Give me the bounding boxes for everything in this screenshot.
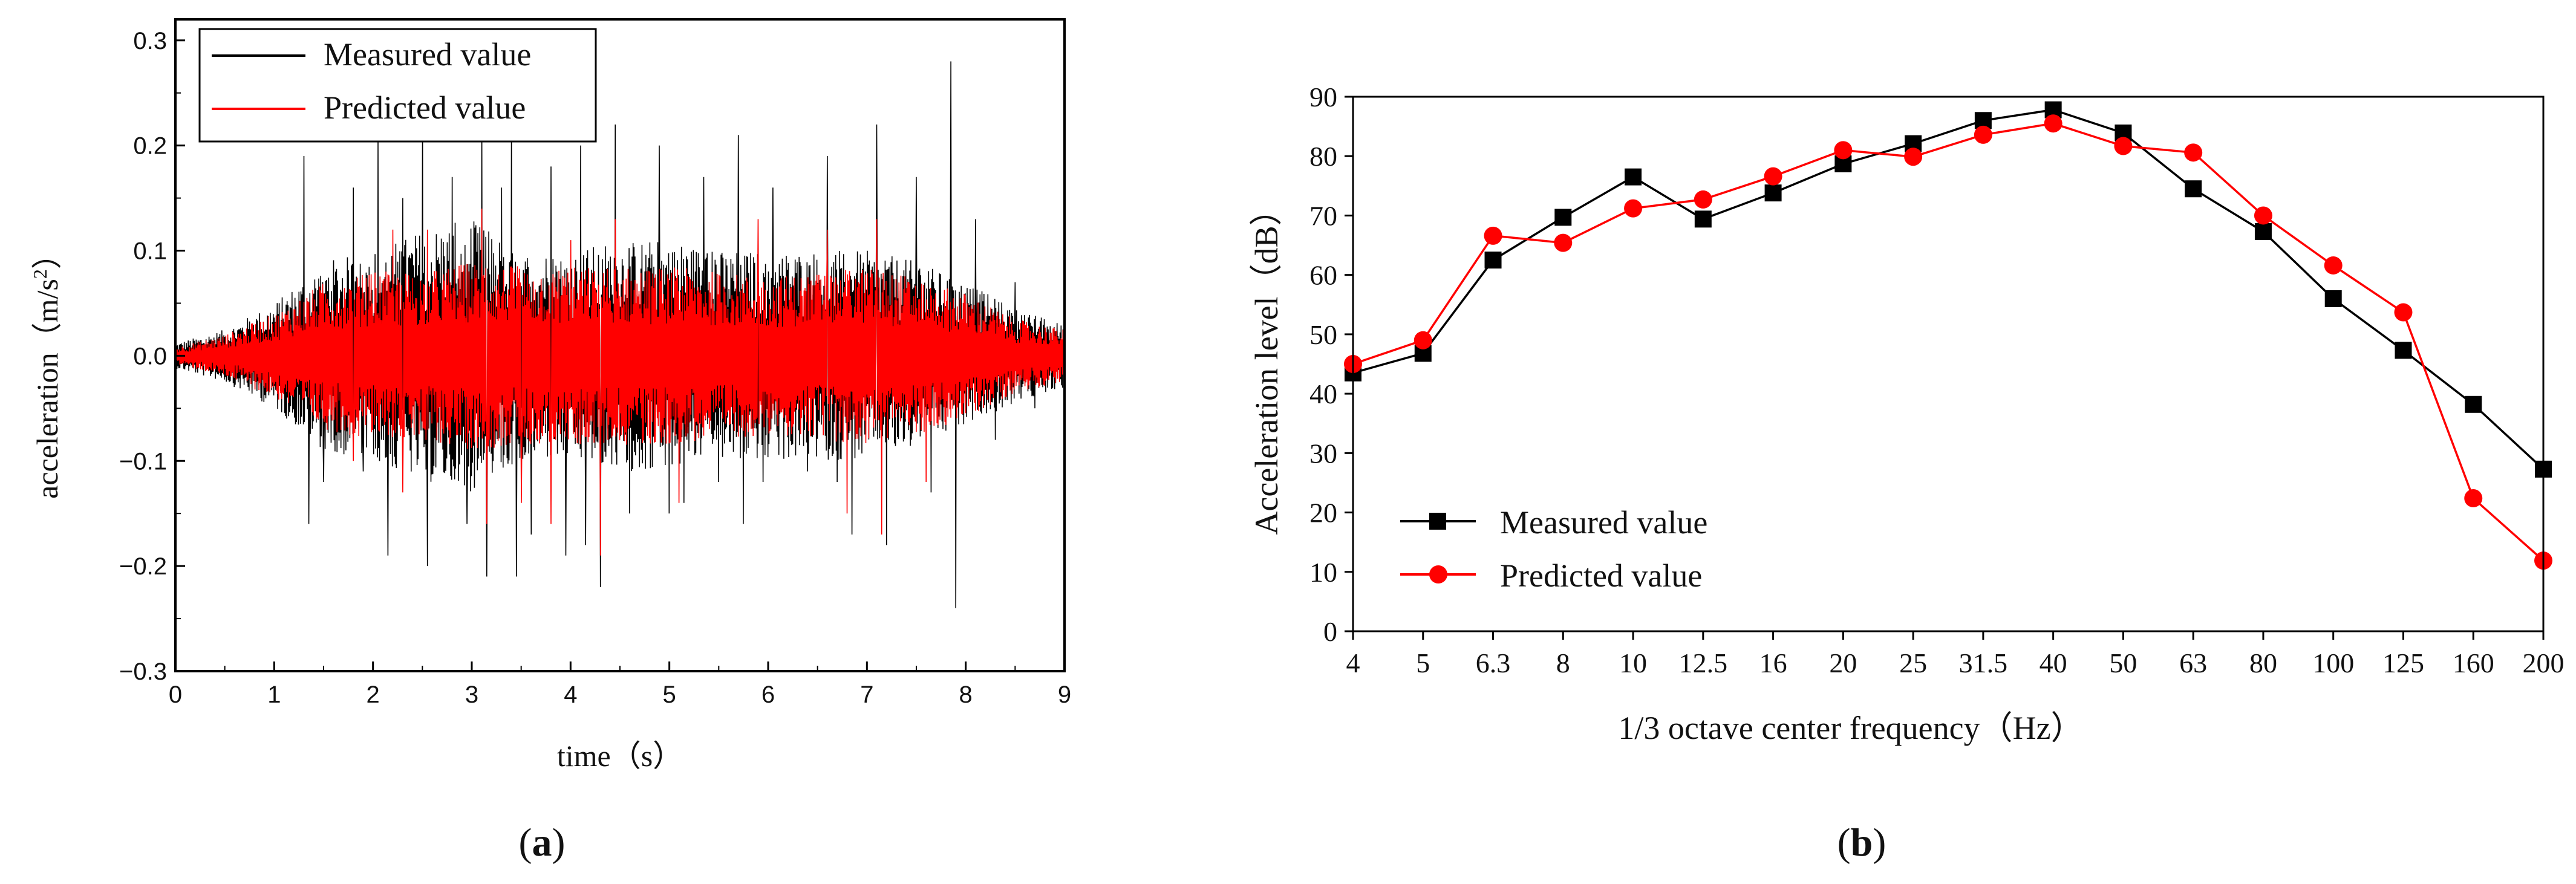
panel-b-point-measured xyxy=(1554,209,1572,226)
panel-b-point-predicted xyxy=(1624,199,1643,218)
panel-b-x-tick-label: 80 xyxy=(2249,648,2277,678)
panel-b-y-tick-label: 20 xyxy=(1309,498,1337,528)
panel-b-point-predicted xyxy=(2044,114,2062,133)
panel-a-caption: (a) xyxy=(519,821,566,865)
panel-a-x-axis-label: time（s） xyxy=(557,739,683,773)
panel-b-legend-label-predicted: Predicted value xyxy=(1500,557,1702,594)
panel-b-point-predicted xyxy=(1834,141,1853,160)
panel-b-x-tick-label: 8 xyxy=(1556,648,1570,678)
panel-b-y-axis-label: Acceleration level（dB） xyxy=(1248,193,1285,535)
panel-b-x-tick-label: 200 xyxy=(2523,648,2565,678)
panel-b-point-predicted xyxy=(1974,125,1992,144)
panel-b-point-measured xyxy=(2185,180,2202,198)
panel-b-point-measured xyxy=(2465,395,2482,413)
panel-b-point-measured xyxy=(2324,290,2342,307)
panel-b-x-tick-label: 25 xyxy=(1899,648,1927,678)
panel-b-point-predicted xyxy=(2464,489,2483,507)
panel-a-x-tick-label: 1 xyxy=(267,681,281,708)
panel-b-legend-marker-measured xyxy=(1429,513,1446,530)
panel-b-x-tick-label: 5 xyxy=(1416,648,1430,678)
panel-b-x-tick-label: 10 xyxy=(1619,648,1647,678)
panel-b-point-measured xyxy=(2395,342,2412,359)
panel-b-series-line-measured xyxy=(1352,108,2545,470)
panel-a-x-tick-label: 9 xyxy=(1058,681,1071,708)
panel-b-y-tick-label: 70 xyxy=(1309,200,1337,231)
panel-b-y-tick-label: 50 xyxy=(1309,319,1337,350)
panel-a-x-tick-label: 8 xyxy=(959,681,973,708)
panel-b-x-tick-label: 100 xyxy=(2312,648,2354,678)
panel-a: 0 1 2 3 4 5 6 7 8 9 −0.3 −0.2 −0.1 0.0 0.1 0.2 0.3 Measu… xyxy=(29,18,1071,865)
panel-a-traces xyxy=(175,61,1065,608)
panel-b-series-line-predicted xyxy=(1352,122,2545,562)
panel-b-frame xyxy=(1352,96,2545,632)
panel-b-y-tick-label: 10 xyxy=(1309,557,1337,588)
panel-b-point-predicted xyxy=(1484,226,1502,245)
panel-a-y-tick-label: 0.1 xyxy=(133,238,167,265)
panel-a-y-tick-label: −0.1 xyxy=(119,448,167,475)
panel-b-x-tick-label: 40 xyxy=(2040,648,2067,678)
panel-b-x-tick-label: 160 xyxy=(2453,648,2494,678)
panel-b-x-tick-label: 16 xyxy=(1759,648,1787,678)
panel-b-point-predicted xyxy=(1764,167,1782,186)
panel-b-caption: (b) xyxy=(1837,821,1886,865)
panel-b-point-predicted xyxy=(1694,190,1712,209)
panel-b-x-tick-label: 50 xyxy=(2109,648,2137,678)
panel-b-point-predicted xyxy=(1554,233,1573,252)
panel-b-x-tick-label: 6.3 xyxy=(1476,648,1511,678)
panel-b-x-axis-label: 1/3 octave center frequency（Hz） xyxy=(1618,710,2083,746)
panel-b-point-predicted xyxy=(2394,303,2413,322)
panel-a-x-tick-label: 0 xyxy=(169,681,182,708)
panel-a-x-tick-label: 6 xyxy=(761,681,775,708)
panel-b-y-tick-label: 90 xyxy=(1309,82,1337,112)
panel-b-point-predicted xyxy=(2324,256,2343,275)
panel-b-legend-label-measured: Measured value xyxy=(1500,504,1707,541)
panel-b-point-predicted xyxy=(2184,143,2203,162)
panel-b-legend: Measured value Predicted value xyxy=(1400,504,1707,594)
panel-b-ticks: 4 5 6.3 8 10 12.5 16 20 25 31.5 40 50 63 80 100 125 160 2… xyxy=(1309,82,2565,678)
panel-b-point-predicted xyxy=(1904,148,1923,166)
panel-a-y-tick-label: −0.2 xyxy=(119,553,167,580)
panel-a-y-tick-label: −0.3 xyxy=(119,658,167,685)
panel-b: 4 5 6.3 8 10 12.5 16 20 25 31.5 40 50 63 80 100 125 160 2… xyxy=(1248,82,2565,865)
panel-b-y-tick-label: 30 xyxy=(1309,438,1337,469)
panel-b-x-tick-label: 125 xyxy=(2382,648,2424,678)
panel-a-series-predicted xyxy=(175,208,1065,556)
panel-b-y-tick-label: 0 xyxy=(1323,616,1337,647)
panel-a-legend: Measured value Predicted value xyxy=(198,28,597,143)
panel-a-x-tick-label: 2 xyxy=(367,681,380,708)
panel-b-plot-area: 4 5 6.3 8 10 12.5 16 20 25 31.5 40 50 63 80 100 125 160 2… xyxy=(1309,82,2565,678)
panel-b-x-tick-label: 12.5 xyxy=(1679,648,1728,678)
panel-a-y-tick-label: 0.0 xyxy=(133,343,167,369)
panel-a-x-tick-label: 3 xyxy=(465,681,478,708)
panel-b-legend-marker-predicted xyxy=(1429,565,1447,583)
panel-b-x-tick-label: 20 xyxy=(1829,648,1857,678)
panel-b-x-tick-label: 63 xyxy=(2179,648,2207,678)
panel-b-x-tick-label: 4 xyxy=(1346,648,1360,678)
panel-b-y-tick-label: 60 xyxy=(1309,260,1337,291)
panel-a-x-tick-label: 4 xyxy=(564,681,577,708)
panel-a-x-tick-label: 5 xyxy=(663,681,676,708)
panel-b-series xyxy=(1344,101,2552,570)
panel-b-point-predicted xyxy=(2254,206,2272,225)
panel-a-ticks: 0 1 2 3 4 5 6 7 8 9 −0.3 −0.2 −0.1 0.0 0.1 0.2 0.3 xyxy=(119,28,1071,708)
panel-b-point-measured xyxy=(2254,223,2272,240)
panel-a-legend-label-measured: Measured value xyxy=(324,36,531,73)
panel-b-y-tick-label: 40 xyxy=(1309,379,1337,409)
panel-a-y-axis-label: acceleration（m/s2） xyxy=(29,239,64,499)
panel-a-legend-label-predicted: Predicted value xyxy=(324,89,526,126)
panel-b-x-tick-label: 31.5 xyxy=(1959,648,2008,678)
panel-b-point-predicted xyxy=(2114,137,2133,155)
panel-b-point-measured xyxy=(1694,210,1712,228)
panel-b-point-measured xyxy=(1764,184,1782,202)
panel-a-x-tick-label: 7 xyxy=(860,681,873,708)
panel-b-point-predicted xyxy=(1414,331,1432,349)
panel-a-legend-box xyxy=(198,28,597,143)
panel-a-y-tick-label: 0.2 xyxy=(133,133,167,160)
panel-b-point-measured xyxy=(1484,252,1502,269)
panel-b-y-tick-label: 80 xyxy=(1309,141,1337,172)
panel-a-y-tick-label: 0.3 xyxy=(133,28,167,54)
panel-b-point-measured xyxy=(1625,168,1642,186)
